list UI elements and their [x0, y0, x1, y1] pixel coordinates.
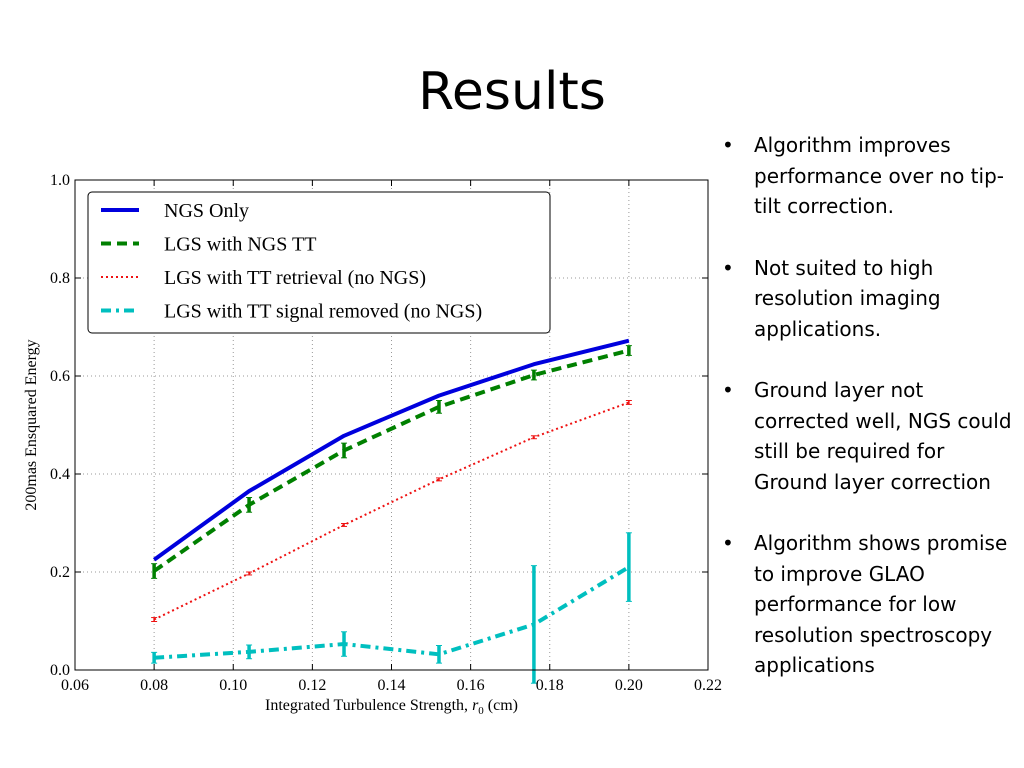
bullet-list: • Algorithm improves performance over no …	[722, 130, 1017, 712]
legend-label: LGS with TT retrieval (no NGS)	[164, 267, 426, 289]
bullet-text: Algorithm shows promise to improve GLAO …	[754, 531, 1008, 677]
x-tick-label: 0.06	[61, 677, 89, 694]
bullet-text: Algorithm improves performance over no t…	[754, 133, 1004, 218]
bullet-text: Not suited to high resolution imaging ap…	[754, 255, 941, 341]
legend-label: LGS with NGS TT	[164, 234, 316, 256]
slide-title: Results	[418, 62, 606, 122]
series-line	[152, 338, 630, 562]
y-tick-label: 0.4	[50, 466, 70, 483]
bullet-item: • Algorithm shows promise to improve GLAO…	[722, 528, 1017, 681]
y-tick-label: 0.8	[50, 270, 70, 287]
legend-label: LGS with TT signal removed (no NGS)	[164, 301, 482, 323]
series-line	[154, 565, 630, 660]
y-axis-label: 200mas Ensquared Energy	[23, 339, 40, 510]
x-tick-label: 0.22	[694, 677, 722, 694]
legend-label: NGS Only	[164, 200, 249, 222]
bullet-item: • Ground layer not corrected well, NGS co…	[722, 375, 1017, 497]
bullet-item: • Algorithm improves performance over no …	[722, 130, 1017, 222]
x-tick-label: 0.14	[378, 677, 406, 694]
y-tick-label: 0.2	[50, 564, 70, 581]
bullet-glyph: •	[722, 255, 734, 280]
bullet-glyph: •	[722, 378, 734, 402]
y-tick-label: 0.6	[50, 368, 70, 385]
legend: NGS Only LGS with NGS TT LGS with TT retri…	[87, 191, 551, 334]
x-tick-label: 0.10	[219, 677, 247, 694]
series-line	[153, 401, 630, 621]
bullet-item: • Not suited to high resolution imaging a…	[722, 253, 1017, 345]
bullet-glyph: •	[722, 531, 734, 555]
y-tick-label: 0.0	[50, 662, 70, 679]
x-tick-label: 0.16	[457, 677, 485, 694]
legend-frame	[87, 191, 551, 334]
series-line	[152, 348, 630, 573]
x-tick-label: 0.12	[298, 677, 326, 694]
x-tick-label: 0.08	[140, 677, 168, 694]
y-tick-label: 1.0	[50, 172, 70, 189]
bullet-text: Ground layer not corrected well, NGS cou…	[754, 378, 1012, 494]
x-axis-label: Integrated Turbulence Strength, r0 (cm)	[265, 697, 518, 717]
bullet-glyph: •	[722, 133, 734, 157]
x-tick-label: 0.20	[615, 677, 643, 694]
x-tick-label: 0.18	[536, 677, 564, 694]
